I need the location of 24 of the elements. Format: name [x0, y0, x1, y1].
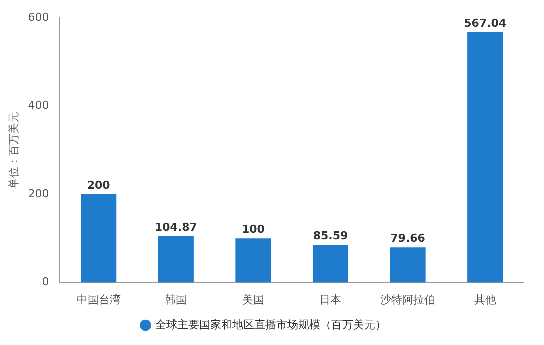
y-tick-label: 200 — [28, 187, 50, 200]
bar — [158, 236, 194, 283]
data-label: 79.66 — [390, 232, 426, 246]
data-label: 200 — [87, 178, 111, 192]
bar — [468, 32, 504, 283]
x-tick-label: 其他 — [474, 293, 496, 306]
x-tick-label: 中国台湾 — [76, 293, 121, 306]
legend-label: 全球主要国家和地区直播市场规模（百万美元） — [155, 318, 386, 332]
x-tick-label: 沙特阿拉伯 — [380, 293, 436, 306]
bar — [81, 194, 117, 283]
y-tick-label: 0 — [42, 276, 50, 289]
x-tick-label: 日本 — [320, 293, 342, 306]
data-label: 85.59 — [313, 229, 348, 242]
data-label: 104.87 — [154, 220, 198, 234]
x-tick-label: 韩国 — [165, 293, 188, 306]
bar — [236, 238, 272, 283]
y-axis-title: 单位：百万美元 — [7, 112, 20, 189]
bar — [312, 245, 349, 283]
data-label: 100 — [242, 223, 266, 236]
y-tick-label: 600 — [28, 10, 50, 24]
data-label: 567.04 — [464, 16, 507, 30]
bar — [390, 248, 426, 283]
y-tick-label: 400 — [28, 99, 50, 112]
x-tick-label: 美国 — [242, 293, 264, 306]
